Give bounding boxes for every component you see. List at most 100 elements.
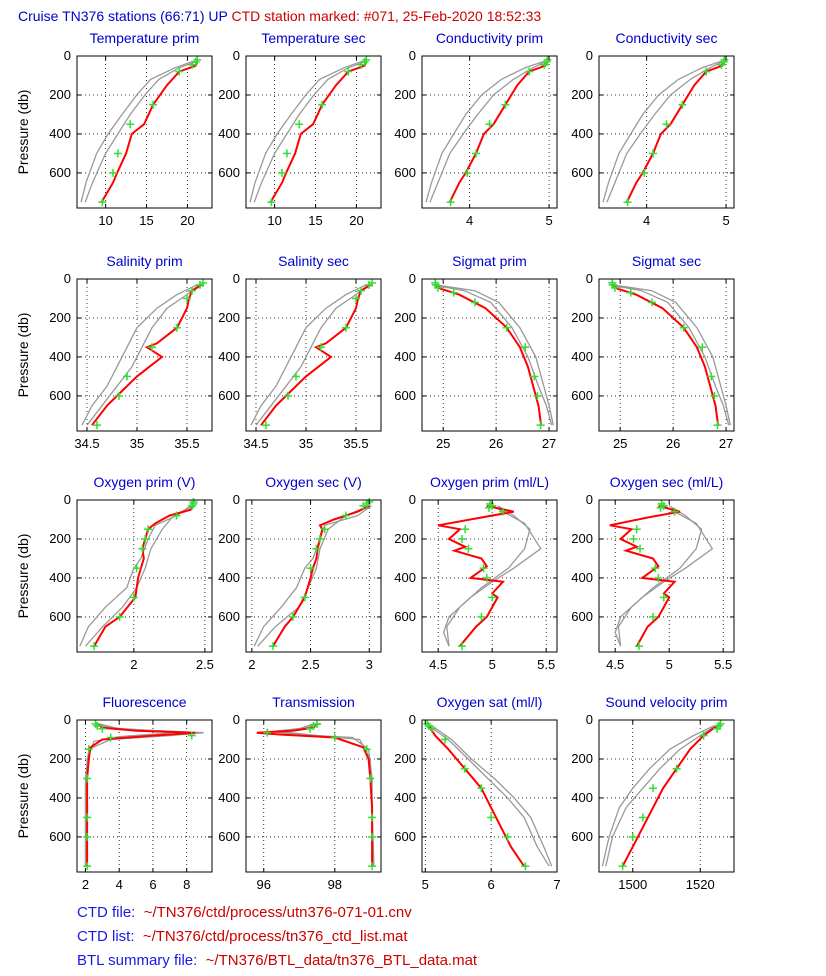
marked-profile-line <box>438 504 515 647</box>
bottle-marker <box>366 774 375 783</box>
bottle-marker <box>267 198 276 207</box>
y-tick-label: 400 <box>218 790 240 805</box>
bottle-marker <box>629 534 638 543</box>
panel-title: Temperature sec <box>261 30 365 46</box>
x-tick-label: 2 <box>82 877 89 892</box>
bottle-marker <box>446 198 455 207</box>
ctd-list-label: CTD list: <box>77 928 135 945</box>
btl-file-line: BTL summary file: ~/TN376/BTL_data/tn376… <box>77 952 477 969</box>
bottle-marker <box>717 60 726 69</box>
bottle-marker <box>115 391 123 400</box>
bottle-marker <box>269 642 277 651</box>
panel-title: Oxygen sec (ml/L) <box>610 474 724 490</box>
other-profile-line <box>431 725 553 867</box>
y-axis-label: Pressure (db) <box>15 534 31 619</box>
y-tick-label: 400 <box>49 349 71 364</box>
x-tick-label: 10 <box>267 213 281 228</box>
y-tick-label: 0 <box>586 492 593 507</box>
y-tick-label: 0 <box>64 492 71 507</box>
y-tick-label: 600 <box>49 388 71 403</box>
panel-5: 34.5 35 35.5 0 200 400 600 Salinity sec <box>218 253 382 451</box>
y-tick-label: 400 <box>571 126 593 141</box>
bottle-marker <box>659 593 668 602</box>
x-tick-label: 15 <box>139 213 153 228</box>
bottle-marker <box>183 294 191 303</box>
y-tick-label: 200 <box>218 751 240 766</box>
y-tick-label: 400 <box>394 349 416 364</box>
bottle-marker <box>536 421 545 430</box>
bottle-marker <box>282 149 291 158</box>
marked-profile-line <box>100 61 199 203</box>
panel-3: 4 5 0 200 400 600 Conductivity sec <box>571 30 735 228</box>
bottle-marker <box>83 862 92 871</box>
plot-area <box>422 56 557 208</box>
bottle-marker <box>713 421 722 430</box>
marked-profile-line <box>269 61 368 203</box>
bottle-marker <box>109 168 117 177</box>
bottle-marker <box>461 525 470 534</box>
y-tick-label: 0 <box>586 48 593 63</box>
other-profile-line <box>249 61 361 203</box>
bottle-marker <box>649 612 657 621</box>
bottle-marker <box>126 120 135 129</box>
y-tick-label: 200 <box>571 87 593 102</box>
plot-area <box>599 500 734 652</box>
y-tick-label: 0 <box>233 48 240 63</box>
bottle-marker <box>477 612 486 621</box>
plot-frame <box>245 719 382 873</box>
bottle-marker <box>610 283 619 292</box>
panel-title: Oxygen prim (V) <box>94 474 196 490</box>
panel-title: Sound velocity prim <box>605 694 727 710</box>
bottle-marker <box>98 724 107 733</box>
bottle-marker <box>713 724 722 733</box>
bottle-marker <box>300 593 309 602</box>
y-tick-label: 200 <box>571 751 593 766</box>
plot-frame <box>421 719 558 873</box>
x-tick-label: 10 <box>98 213 112 228</box>
bottle-marker <box>132 564 141 573</box>
x-tick-label: 20 <box>180 213 194 228</box>
y-tick-label: 400 <box>49 126 71 141</box>
bottle-marker <box>138 544 147 553</box>
other-profile-line <box>617 505 703 647</box>
bottle-marker <box>521 343 530 352</box>
y-tick-label: 400 <box>49 570 71 585</box>
bottle-marker <box>341 511 350 520</box>
bottle-marker <box>662 120 671 129</box>
bottle-marker <box>305 724 314 733</box>
y-tick-label: 200 <box>571 531 593 546</box>
panel-title: Transmission <box>272 694 355 710</box>
y-axis-label: Pressure (db) <box>15 313 31 398</box>
plot-frame <box>598 499 735 653</box>
marked-profile-line <box>93 505 195 647</box>
y-tick-label: 600 <box>571 165 593 180</box>
bottle-marker <box>83 832 92 841</box>
bottle-marker <box>278 168 286 177</box>
x-tick-label: 5.5 <box>537 657 555 672</box>
y-tick-label: 200 <box>218 87 240 102</box>
panel-title: Sigmat prim <box>452 253 527 269</box>
y-tick-label: 200 <box>49 751 71 766</box>
x-tick-label: 5 <box>666 657 673 672</box>
bottle-marker <box>427 724 436 733</box>
bottle-marker <box>141 534 150 543</box>
x-tick-label: 4 <box>466 213 473 228</box>
marked-profile-line <box>86 723 196 867</box>
marked-station-label: CTD station marked: #071, 25-Feb-2020 18… <box>227 8 542 24</box>
plot-frame <box>76 499 213 653</box>
plot-area <box>246 56 381 208</box>
y-tick-label: 600 <box>394 829 416 844</box>
x-tick-label: 2.5 <box>196 657 214 672</box>
bottle-marker <box>196 280 204 289</box>
y-tick-label: 600 <box>49 165 71 180</box>
y-tick-label: 200 <box>394 531 416 546</box>
bottle-marker <box>149 100 158 109</box>
bottle-marker <box>93 721 102 730</box>
other-profile-line <box>425 61 543 203</box>
bottle-marker <box>464 544 473 553</box>
other-profile-line <box>253 505 372 647</box>
other-profile-line <box>605 725 716 867</box>
bottle-marker <box>710 391 719 400</box>
bottle-marker <box>485 120 494 129</box>
y-tick-label: 600 <box>571 829 593 844</box>
